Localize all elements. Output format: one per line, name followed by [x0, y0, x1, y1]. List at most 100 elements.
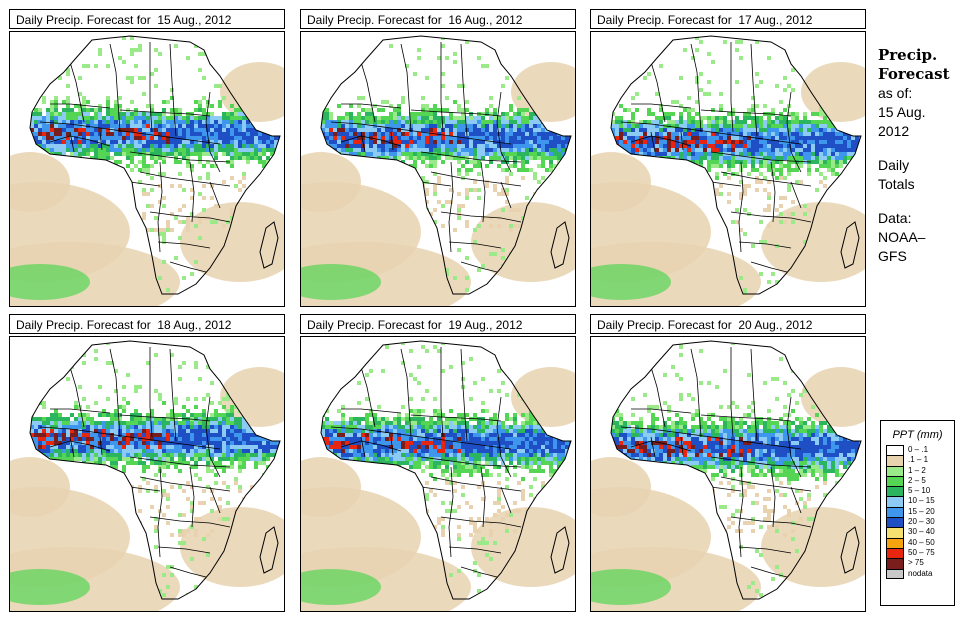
- forecast-panel-3: Daily Precip. Forecast for 17 Aug., 2012: [590, 9, 870, 309]
- country-border: [139, 476, 231, 492]
- country-border: [69, 436, 75, 458]
- country-border: [786, 396, 802, 478]
- country-border: [169, 261, 207, 273]
- country-border: [750, 261, 788, 273]
- country-border: [680, 436, 684, 456]
- country-border: [209, 181, 221, 209]
- precip-map: [590, 336, 866, 612]
- legend-label: 40 – 50: [908, 537, 935, 547]
- country-border: [50, 408, 111, 414]
- country-border: [169, 348, 177, 442]
- forecast-panel-2: Daily Precip. Forecast for 16 Aug., 2012: [300, 9, 580, 309]
- coastline: [29, 340, 281, 600]
- country-border: [205, 396, 221, 478]
- country-border: [50, 103, 111, 109]
- asof-date-line2: 2012: [878, 123, 910, 139]
- map-svg: [591, 337, 865, 611]
- map-svg: [591, 32, 865, 306]
- country-border: [440, 516, 522, 528]
- legend-item: 15 – 20: [886, 506, 954, 518]
- country-border: [440, 42, 444, 133]
- country-border: [440, 211, 522, 223]
- country-border: [710, 436, 802, 450]
- country-border: [750, 566, 788, 578]
- country-border: [448, 466, 454, 558]
- precip-map: [9, 31, 285, 307]
- panel-title: Daily Precip. Forecast for 18 Aug., 2012: [9, 314, 285, 334]
- legend-label: 5 – 10: [908, 486, 931, 496]
- legend-label: 2 – 5: [908, 475, 926, 485]
- country-border: [631, 408, 692, 414]
- country-border: [157, 466, 163, 558]
- country-border: [420, 181, 452, 187]
- legend-swatch: [886, 486, 904, 497]
- country-border: [720, 476, 812, 492]
- country-border: [480, 161, 486, 223]
- panel-title: Daily Precip. Forecast for 15 Aug., 2012: [9, 9, 285, 29]
- country-border: [330, 426, 422, 438]
- country-border: [119, 109, 211, 117]
- country-border: [149, 42, 153, 133]
- coastline: [610, 35, 862, 295]
- country-border: [149, 211, 231, 223]
- country-border: [410, 109, 502, 117]
- legend-item: > 75: [886, 558, 954, 569]
- country-border: [650, 366, 666, 428]
- legend-swatch: [886, 558, 904, 569]
- country-border: [480, 466, 486, 528]
- forecast-panel-6: Daily Precip. Forecast for 20 Aug., 2012: [590, 314, 870, 614]
- country-border: [690, 348, 702, 438]
- country-border: [730, 347, 734, 438]
- legend-item: 30 – 40: [886, 527, 954, 538]
- sidebar-info: Precip. Forecast as of: 15 Aug. 2012 Dai…: [878, 46, 963, 266]
- legend-swatch: [886, 455, 904, 466]
- forecast-panel-4: Daily Precip. Forecast for 18 Aug., 2012: [9, 314, 289, 614]
- country-border: [360, 61, 376, 123]
- legend-item: .1 – 1: [886, 455, 954, 466]
- madagascar-outline: [259, 221, 279, 269]
- country-border: [390, 131, 394, 151]
- asof-label: as of:: [878, 85, 913, 101]
- country-border: [341, 103, 402, 109]
- country-border: [330, 121, 422, 133]
- country-border: [460, 43, 468, 137]
- country-border: [680, 131, 684, 151]
- panel-title: Daily Precip. Forecast for 16 Aug., 2012: [300, 9, 576, 29]
- coastline: [29, 35, 281, 295]
- country-border: [496, 396, 512, 478]
- country-border: [49, 135, 111, 147]
- country-border: [129, 456, 231, 468]
- country-border: [360, 131, 366, 153]
- country-border: [770, 161, 776, 223]
- legend-label: 50 – 75: [908, 547, 935, 557]
- country-border: [620, 121, 712, 133]
- legend-item: 2 – 5: [886, 475, 954, 487]
- country-border: [129, 486, 161, 492]
- legend-label: 0 – .1: [908, 445, 929, 454]
- country-border: [460, 261, 498, 273]
- country-border: [700, 414, 792, 422]
- legend-swatch: [886, 537, 904, 548]
- country-border: [710, 151, 812, 163]
- legend-swatch: [886, 568, 904, 579]
- country-border: [129, 436, 221, 450]
- madagascar-outline: [259, 526, 279, 574]
- country-border: [750, 43, 758, 137]
- legend-swatch: [886, 496, 904, 507]
- country-border: [205, 91, 221, 173]
- country-border: [139, 171, 231, 187]
- country-border: [730, 211, 812, 223]
- panel-title: Daily Precip. Forecast for 20 Aug., 2012: [590, 314, 866, 334]
- country-border: [650, 436, 656, 458]
- country-border: [420, 486, 452, 492]
- country-border: [341, 408, 402, 414]
- country-border: [169, 43, 177, 137]
- legend-label: 15 – 20: [908, 506, 935, 516]
- coastline: [320, 35, 572, 295]
- map-svg: [10, 32, 284, 306]
- legend-item: 50 – 75: [886, 547, 954, 559]
- country-border: [460, 566, 498, 578]
- legend-item: 10 – 15: [886, 496, 954, 507]
